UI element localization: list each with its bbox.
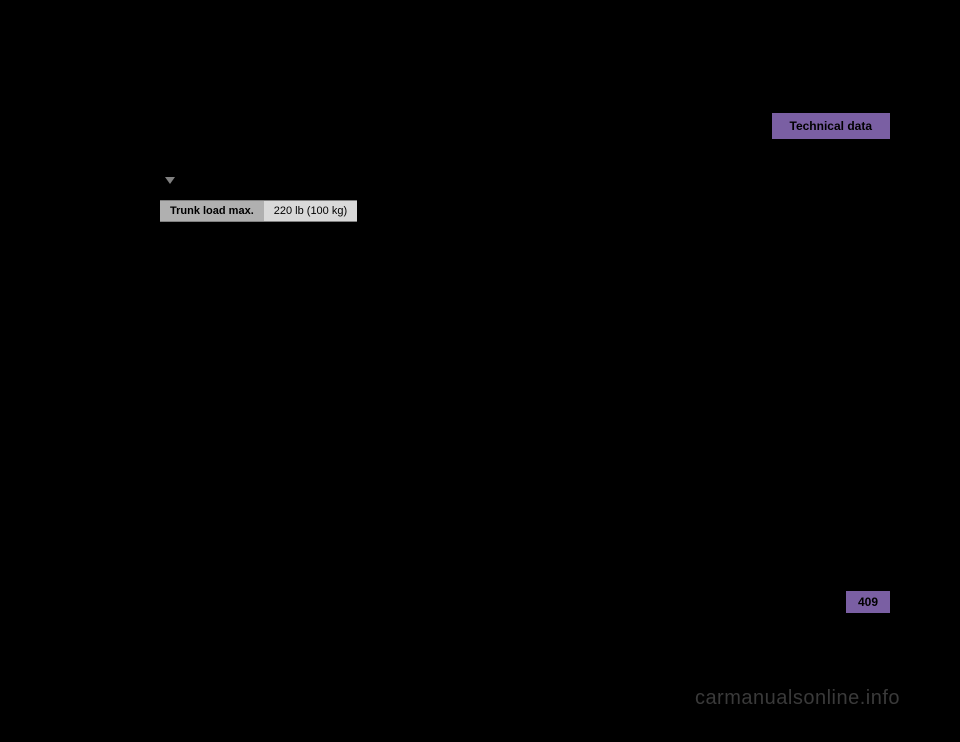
table-row: Trunk load max. 220 lb (100 kg) (160, 201, 357, 222)
spec-label: Trunk load max. (160, 201, 264, 222)
section-tab: Technical data (772, 113, 890, 139)
continuation-marker-icon (165, 177, 175, 184)
page-number: 409 (846, 591, 890, 613)
spec-value: 220 lb (100 kg) (264, 201, 357, 222)
watermark: carmanualsonline.info (695, 687, 900, 710)
specs-table: Trunk load max. 220 lb (100 kg) (160, 200, 357, 222)
